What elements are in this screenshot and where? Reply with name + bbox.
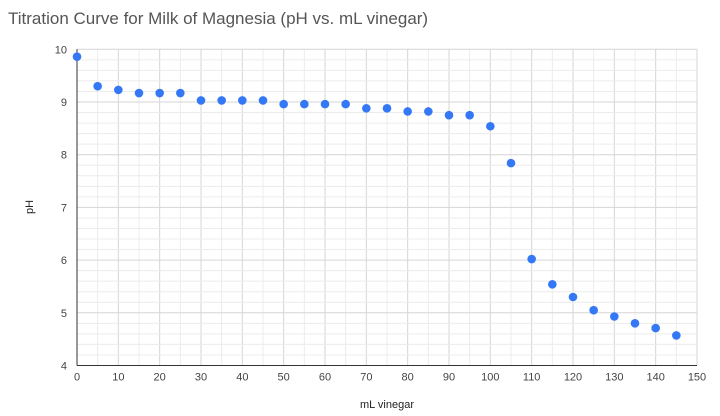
x-tick-label: 150: [688, 372, 706, 384]
data-point: [217, 96, 226, 105]
data-point: [465, 110, 474, 120]
x-tick-label: 100: [481, 372, 499, 384]
chart-title: Titration Curve for Milk of Magnesia (pH…: [8, 9, 428, 28]
tick-labels: 0 10 20 30 40 50 60 70 80 90 100 110 120 130 140 150 4 5 6…: [55, 44, 706, 383]
grid: [76, 48, 698, 366]
y-tick-label: 9: [61, 97, 67, 109]
y-tick-label: 10: [55, 44, 67, 56]
x-tick-label: 60: [319, 372, 331, 384]
y-tick-label: 4: [61, 361, 67, 373]
data-point: [238, 96, 247, 105]
data-point: [403, 107, 412, 116]
x-tick-label: 40: [236, 372, 248, 384]
x-tick-label: 80: [402, 372, 414, 384]
x-tick-label: 0: [74, 372, 80, 384]
data-point: [155, 88, 164, 98]
data-point: [630, 319, 640, 328]
x-tick-label: 110: [523, 372, 541, 384]
x-tick-label: 120: [564, 372, 582, 384]
data-points: [72, 52, 681, 340]
data-point: [196, 96, 206, 105]
y-tick-label: 7: [61, 202, 67, 214]
data-point: [444, 110, 454, 120]
data-point: [589, 305, 598, 315]
x-tick-label: 30: [195, 372, 207, 384]
data-point: [610, 312, 619, 321]
x-tick-label: 90: [443, 372, 455, 384]
data-point: [176, 88, 185, 98]
y-tick-label: 8: [61, 150, 67, 162]
x-tick-label: 130: [605, 372, 623, 384]
data-point: [362, 104, 371, 113]
data-point: [651, 323, 660, 333]
x-tick-label: 10: [112, 372, 124, 384]
x-tick-label: 140: [646, 372, 664, 384]
data-point: [320, 99, 330, 109]
y-axis-label: pH: [24, 200, 36, 214]
x-axis-label: mL vinegar: [360, 399, 414, 411]
data-point: [134, 88, 144, 98]
data-point: [672, 331, 681, 340]
data-point: [527, 254, 536, 264]
data-point: [72, 52, 82, 61]
data-point: [382, 104, 392, 113]
data-point: [300, 99, 309, 109]
x-tick-label: 70: [360, 372, 372, 384]
x-tick-label: 50: [278, 372, 290, 384]
data-point: [258, 96, 268, 105]
data-point: [424, 107, 433, 116]
data-point: [114, 85, 123, 95]
data-point: [568, 292, 578, 302]
data-point: [93, 81, 102, 91]
data-point: [486, 121, 495, 131]
data-point: [341, 99, 350, 109]
y-tick-label: 5: [61, 308, 67, 320]
y-tick-label: 6: [61, 255, 67, 267]
data-point: [279, 99, 288, 109]
x-tick-label: 20: [154, 372, 166, 384]
data-point: [548, 280, 557, 289]
data-point: [506, 158, 516, 168]
